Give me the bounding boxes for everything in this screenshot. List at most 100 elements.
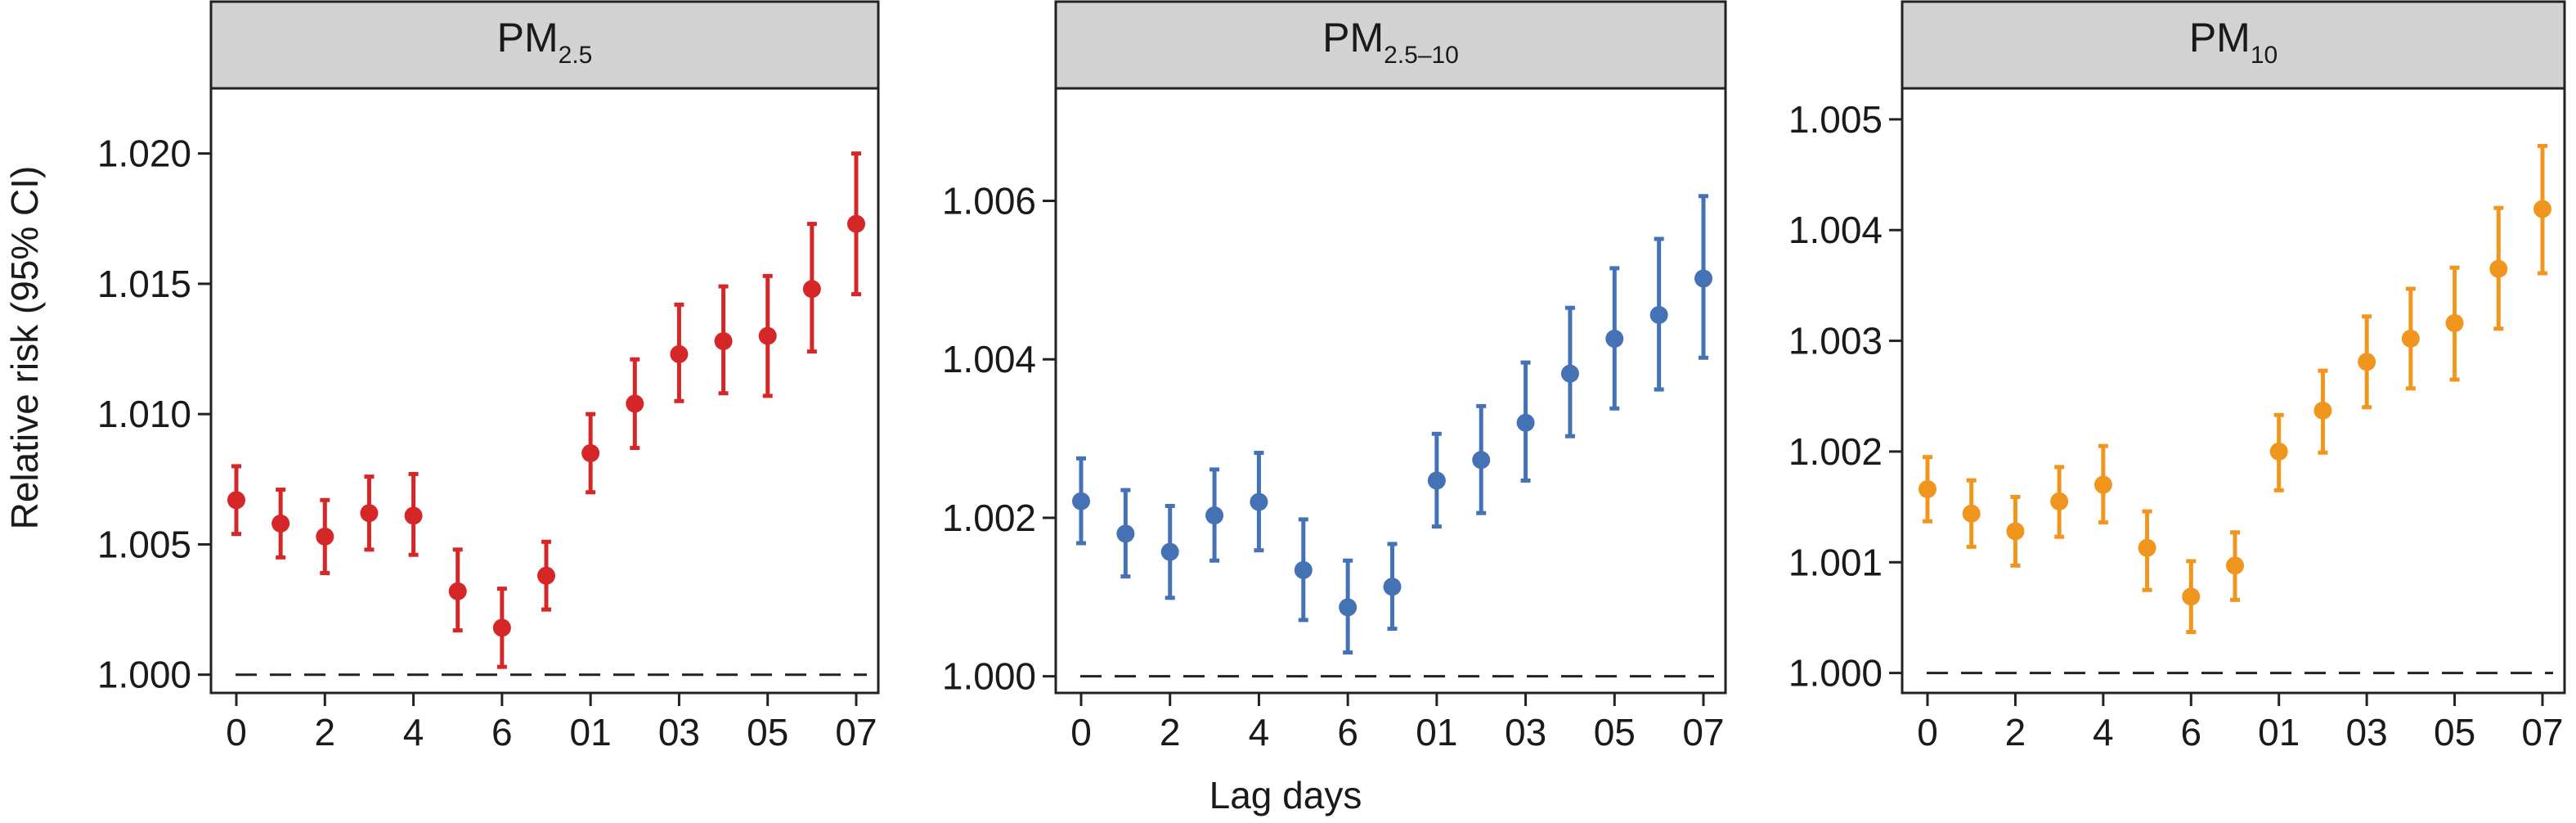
plot-area: [1054, 87, 1727, 695]
data-point: [1205, 506, 1224, 525]
data-point: [2006, 522, 2025, 541]
data-point: [2358, 353, 2376, 371]
panel-title: PM10: [2189, 15, 2278, 69]
plot-area: [209, 87, 880, 695]
chart-panel-3: PM10 1.000 1.001 1.002 1.003 1.004 1.005 0 2 4 6 01…: [1788, 0, 2566, 753]
x-tick-label: 05: [1594, 711, 1636, 753]
data-point: [802, 280, 821, 299]
x-tick-label: 4: [1249, 711, 1270, 753]
x-tick-label: 05: [747, 711, 788, 753]
plot-area: [1901, 87, 2566, 695]
data-point: [2182, 587, 2201, 606]
data-point: [1294, 560, 1313, 579]
data-point: [360, 504, 379, 523]
x-tick-label: 0: [1070, 711, 1092, 753]
data-point: [1427, 471, 1446, 490]
y-tick-label: 1.003: [1788, 320, 1883, 362]
x-tick-label: 01: [2258, 711, 2300, 753]
data-point: [404, 506, 423, 525]
y-tick-label: 1.005: [1788, 98, 1883, 141]
data-point: [448, 582, 467, 600]
data-point: [1919, 479, 1936, 498]
x-tick-label: 07: [1682, 711, 1724, 753]
y-tick-label: 1.010: [97, 393, 191, 435]
x-tick-label: 6: [2180, 711, 2201, 753]
data-point: [1694, 269, 1712, 288]
y-tick-label: 1.004: [942, 338, 1036, 380]
x-tick-label: 01: [570, 711, 612, 753]
data-point: [1472, 451, 1491, 470]
y-tick-label: 1.000: [97, 654, 191, 696]
panels: PM2.5 1.000 1.005 1.010 1.015 1.020 0 2 4 6 01 03 05…: [97, 0, 2566, 753]
x-tick-label: 4: [2093, 711, 2114, 753]
data-point: [316, 527, 334, 546]
data-point: [537, 566, 555, 585]
panel-header: [1901, 0, 2566, 90]
data-point: [2313, 401, 2332, 420]
x-tick-label: 03: [2346, 711, 2388, 753]
x-tick-label: 03: [658, 711, 700, 753]
data-point: [581, 443, 600, 462]
y-tick-label: 1.002: [942, 497, 1036, 539]
x-axis-title: Lag days: [1209, 774, 1362, 816]
y-tick-label: 1.004: [1788, 209, 1883, 251]
data-point: [2401, 329, 2420, 348]
data-point: [1072, 492, 1090, 510]
data-point: [2489, 259, 2508, 278]
data-point: [1160, 542, 1179, 561]
data-point: [626, 394, 644, 413]
x-tick-label: 0: [1917, 711, 1938, 753]
panel-title: PM2.5: [497, 15, 593, 69]
data-point: [2094, 475, 2112, 494]
data-point: [1605, 330, 1624, 349]
x-tick-label: 0: [226, 711, 247, 753]
data-point: [1116, 524, 1135, 543]
x-tick-label: 03: [1505, 711, 1546, 753]
data-point: [847, 214, 865, 233]
x-tick-label: 07: [835, 711, 877, 753]
data-point: [670, 344, 689, 363]
data-point: [2050, 492, 2069, 510]
data-point: [714, 331, 733, 350]
data-point: [758, 326, 777, 345]
data-point: [272, 514, 290, 533]
data-point: [2138, 538, 2156, 557]
data-point: [1962, 504, 1981, 523]
y-tick-label: 1.015: [97, 263, 191, 305]
x-tick-label: 4: [403, 711, 424, 753]
x-tick-label: 2: [1160, 711, 1181, 753]
data-point: [1649, 306, 1668, 325]
y-tick-label: 1.020: [97, 133, 191, 175]
x-tick-label: 6: [1337, 711, 1358, 753]
x-tick-label: 01: [1416, 711, 1457, 753]
data-point: [2445, 313, 2464, 332]
data-point: [1250, 492, 1268, 511]
y-tick-label: 1.002: [1788, 430, 1883, 473]
y-tick-label: 1.006: [942, 180, 1036, 223]
x-tick-label: 2: [314, 711, 335, 753]
data-point: [1516, 413, 1535, 432]
data-point: [2226, 556, 2244, 575]
x-tick-label: 2: [2005, 711, 2026, 753]
y-tick-label: 1.000: [942, 655, 1036, 698]
chart-panel-1: PM2.5 1.000 1.005 1.010 1.015 1.020 0 2 4 6 01 03 05…: [97, 0, 880, 753]
data-point: [1383, 578, 1402, 596]
y-axis-title: Relative risk (95% CI): [3, 166, 46, 530]
x-tick-label: 6: [491, 711, 513, 753]
data-point: [1560, 364, 1579, 383]
y-tick-label: 1.005: [97, 523, 191, 565]
y-tick-label: 1.001: [1788, 541, 1883, 583]
y-tick-label: 1.000: [1788, 652, 1883, 695]
data-point: [1339, 598, 1358, 617]
data-point: [492, 618, 511, 637]
data-point: [227, 491, 245, 510]
chart-panel-2: PM2.5–10 1.000 1.002 1.004 1.006 0 2 4 6 01 03 05 07: [942, 0, 1727, 753]
x-tick-label: 07: [2521, 711, 2563, 753]
panel-header: [1054, 0, 1727, 90]
panel-header: [209, 0, 880, 90]
data-point: [2269, 442, 2288, 461]
panel-title: PM2.5–10: [1322, 15, 1459, 69]
x-tick-label: 05: [2434, 711, 2475, 753]
data-point: [2533, 200, 2551, 218]
